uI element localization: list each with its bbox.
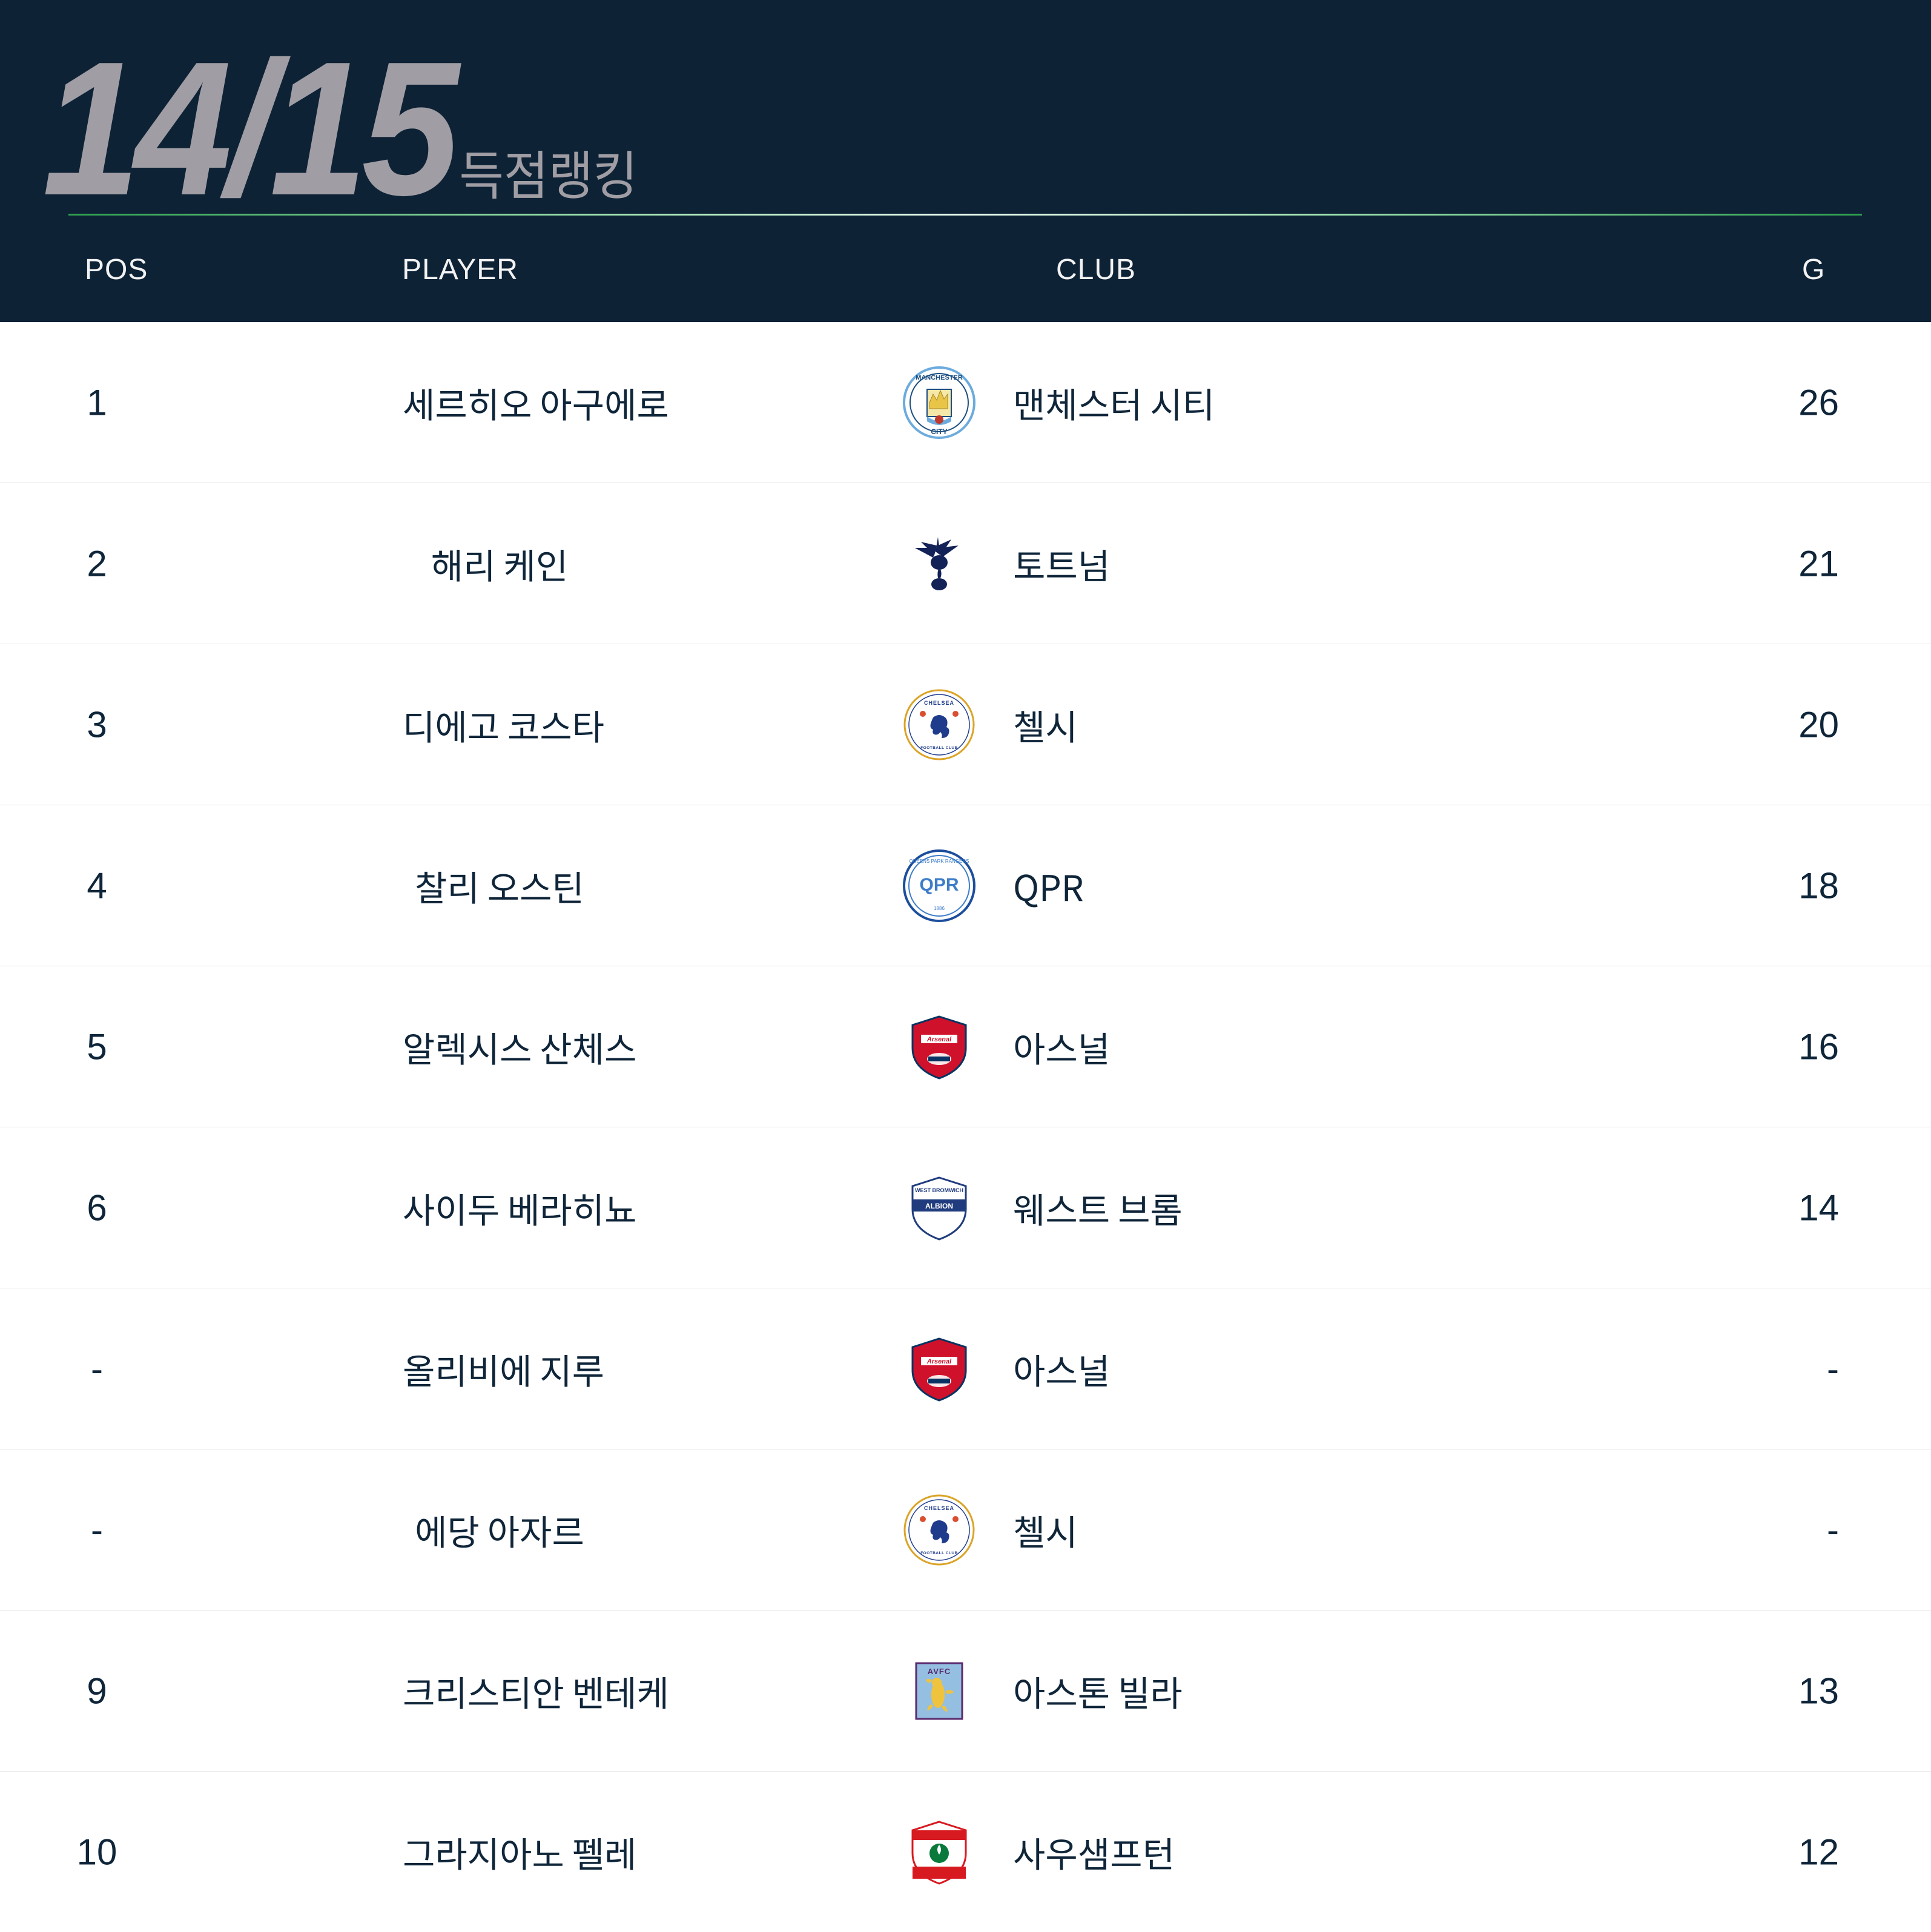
svg-text:FOOTBALL CLUB: FOOTBALL CLUB xyxy=(920,746,958,750)
svg-text:QUEENS PARK RANGERS: QUEENS PARK RANGERS xyxy=(909,859,969,864)
svg-text:Arsenal: Arsenal xyxy=(926,1358,952,1365)
svg-text:QPR: QPR xyxy=(919,875,959,895)
svg-text:MANCHESTER: MANCHESTER xyxy=(916,374,963,381)
svg-text:WEST BROMWICH: WEST BROMWICH xyxy=(915,1187,963,1193)
svg-text:Arsenal: Arsenal xyxy=(926,1036,952,1043)
svg-text:AVFC: AVFC xyxy=(928,1667,951,1676)
svg-text:ALBION: ALBION xyxy=(925,1202,953,1210)
svg-text:FOOTBALL CLUB: FOOTBALL CLUB xyxy=(920,1551,958,1555)
svg-text:CHELSEA: CHELSEA xyxy=(924,700,954,706)
svg-text:CHELSEA: CHELSEA xyxy=(924,1505,954,1511)
svg-text:1886: 1886 xyxy=(934,906,945,911)
svg-text:CITY: CITY xyxy=(931,427,947,436)
